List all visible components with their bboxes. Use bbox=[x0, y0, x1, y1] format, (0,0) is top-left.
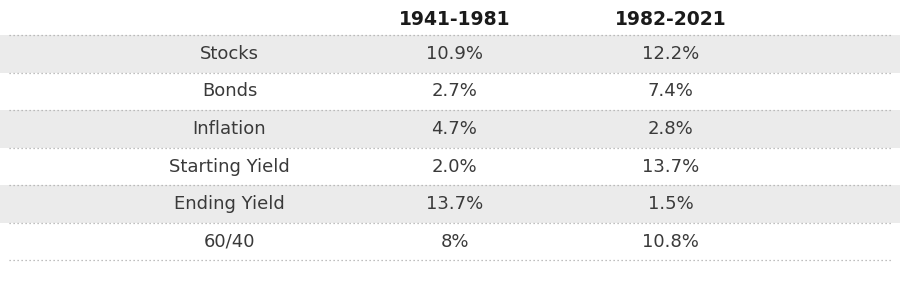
Bar bbox=[0, 73, 900, 110]
Text: 1.5%: 1.5% bbox=[648, 195, 693, 213]
Text: 10.9%: 10.9% bbox=[426, 45, 483, 63]
Bar bbox=[0, 223, 900, 260]
Text: Starting Yield: Starting Yield bbox=[169, 158, 290, 176]
Text: 2.8%: 2.8% bbox=[648, 120, 693, 138]
Text: 1941-1981: 1941-1981 bbox=[399, 10, 510, 29]
Bar bbox=[0, 110, 900, 148]
Text: 7.4%: 7.4% bbox=[648, 83, 693, 100]
Text: 2.0%: 2.0% bbox=[432, 158, 477, 176]
Bar bbox=[0, 148, 900, 185]
Text: 13.7%: 13.7% bbox=[642, 158, 699, 176]
Text: 2.7%: 2.7% bbox=[432, 83, 477, 100]
Text: 12.2%: 12.2% bbox=[642, 45, 699, 63]
Text: 10.8%: 10.8% bbox=[642, 233, 699, 251]
Bar bbox=[0, 35, 900, 73]
Bar bbox=[0, 185, 900, 223]
Text: Inflation: Inflation bbox=[193, 120, 266, 138]
Text: 13.7%: 13.7% bbox=[426, 195, 483, 213]
Text: 1982-2021: 1982-2021 bbox=[615, 10, 726, 29]
Text: 8%: 8% bbox=[440, 233, 469, 251]
Text: 4.7%: 4.7% bbox=[432, 120, 477, 138]
Text: Ending Yield: Ending Yield bbox=[174, 195, 285, 213]
Text: Stocks: Stocks bbox=[200, 45, 259, 63]
Text: Bonds: Bonds bbox=[202, 83, 257, 100]
Text: 60/40: 60/40 bbox=[203, 233, 256, 251]
